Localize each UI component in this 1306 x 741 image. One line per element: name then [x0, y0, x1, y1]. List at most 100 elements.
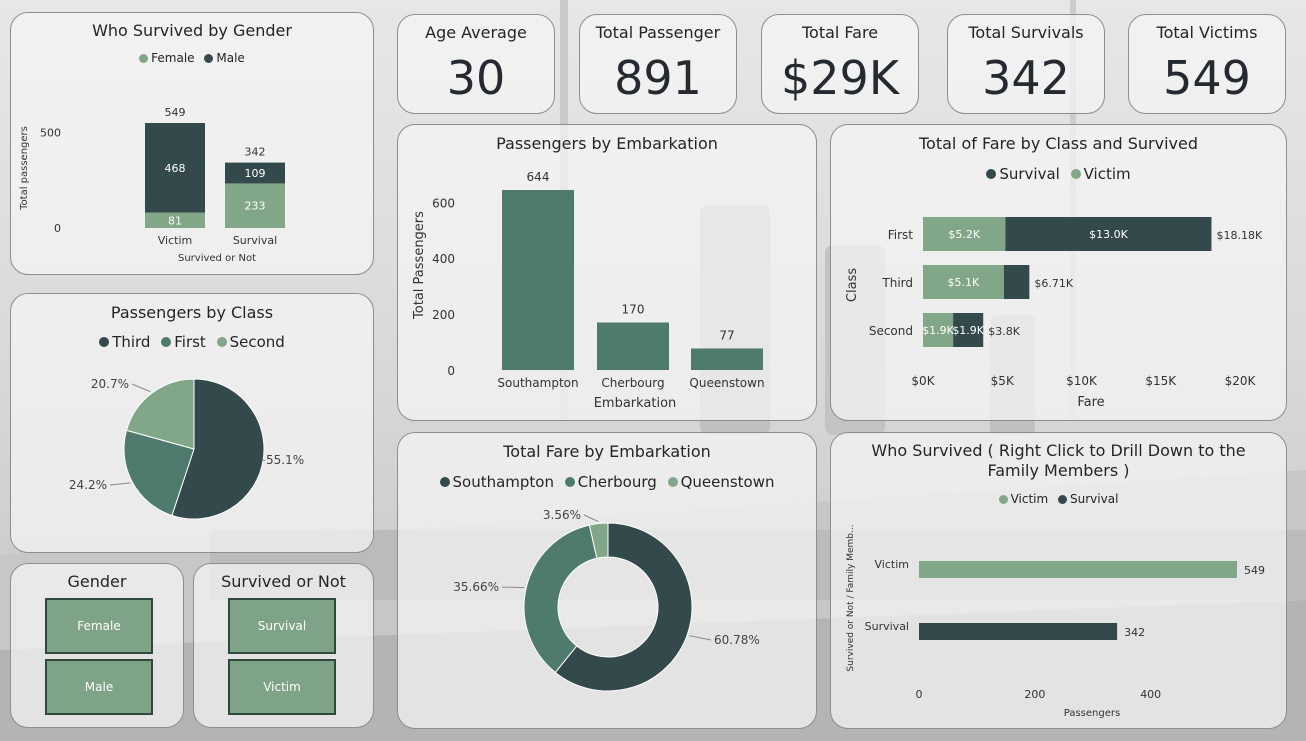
kpi-value: $29K	[781, 51, 899, 105]
class-pie-chart: 55.1% 24.2% 20.7%	[69, 377, 304, 520]
chart-title: Who Survived ( Right Click to Drill Down…	[871, 441, 1246, 480]
total-label: $18.18K	[1216, 229, 1262, 242]
slice-label: 3.56%	[543, 508, 581, 522]
total-label: $3.8K	[988, 325, 1020, 338]
chart-title: Who Survived by Gender	[92, 21, 292, 40]
legend-survival-dot	[986, 169, 997, 179]
fare-embark-donut-chart: 60.78% 35.66% 3.56%	[453, 508, 760, 692]
x-tick-label: 200	[1024, 688, 1045, 701]
survived-slicer: Survived or Not Survival Victim	[193, 563, 374, 728]
total-label: $6.71K	[1034, 277, 1073, 290]
x-tick-label: Victim	[158, 234, 192, 247]
legend-label: Queenstown	[680, 473, 775, 491]
bar-segment-survival	[1005, 217, 1212, 251]
chart-title: Passengers by Class	[110, 303, 274, 322]
x-tick-label: Cherbourg	[601, 376, 664, 390]
chart-legend: Victim Survival	[831, 492, 1286, 507]
bar-segment-female	[145, 212, 205, 228]
slicer-survival-button[interactable]: Survival	[228, 598, 336, 654]
data-label: $5.1K	[948, 276, 980, 289]
legend-female-dot	[139, 53, 149, 63]
bar-segment-survival	[1003, 265, 1030, 299]
y-axis-label: Class	[845, 268, 860, 302]
bar	[502, 190, 574, 370]
total-label: 342	[245, 146, 266, 159]
data-label: 342	[1124, 626, 1145, 639]
kpi-total-passenger: Total Passenger 891	[579, 14, 737, 114]
kpi-label: Age Average	[425, 23, 527, 42]
legend-victim-dot	[1070, 169, 1081, 179]
legend-queenstown-dot	[667, 477, 678, 487]
fare-class-chart-card[interactable]: Total of Fare by Class and Survived Surv…	[830, 124, 1287, 421]
data-label: 109	[245, 167, 266, 180]
kpi-age-average: Age Average 30	[397, 14, 555, 114]
embark-bar-chart: Total Passengers 0 200 400 600 644 Southampton…	[412, 170, 765, 411]
x-tick-label: 400	[1140, 688, 1161, 701]
fare-class-bar-chart: Class $5.2K $13.0K $18.18K First $5.1K $6.71K T…	[845, 217, 1263, 410]
chart-legend: Southampton Cherbourg Queenstown	[398, 473, 816, 491]
slice-label: 24.2%	[69, 478, 107, 492]
family-chart-card[interactable]: Who Survived ( Right Click to Drill Down…	[830, 432, 1287, 729]
donut-slice-southampton	[554, 522, 693, 692]
bar	[597, 322, 669, 370]
legend-label: Male	[216, 51, 245, 65]
x-axis-label: Passengers	[1064, 708, 1120, 719]
x-tick-label: $15K	[1145, 374, 1177, 388]
y-tick-label: Third	[881, 276, 913, 290]
x-tick-label: Southampton	[497, 376, 578, 390]
legend-survival-dot	[1058, 494, 1068, 504]
chart-title: Total of Fare by Class and Survived	[919, 134, 1198, 153]
chart-legend: Third First Second	[11, 333, 373, 351]
kpi-label: Total Victims	[1156, 23, 1258, 42]
y-tick-label: First	[888, 228, 914, 242]
legend-label: Survival	[999, 165, 1060, 183]
data-label: 549	[1244, 564, 1265, 577]
legend-label: Third	[112, 333, 151, 351]
gender-bar-chart: Total passengers 0 500 81 468 549 Victim 233 109…	[19, 106, 285, 264]
y-tick-label: 200	[432, 308, 455, 322]
pie-slice-second	[125, 378, 195, 450]
chart-legend: Female Male	[11, 51, 373, 66]
y-tick-label: Victim	[875, 558, 909, 571]
data-label: $1.9K	[952, 324, 984, 337]
data-label: $1.9K	[922, 324, 954, 337]
y-tick-label: Survival	[865, 620, 909, 633]
slicer-male-button[interactable]: Male	[45, 659, 153, 715]
slice-label: 60.78%	[714, 633, 760, 647]
embark-chart-card[interactable]: Passengers by Embarkation Total Passenge…	[397, 124, 817, 421]
x-tick-label: $5K	[991, 374, 1015, 388]
kpi-total-survivals: Total Survivals 342	[947, 14, 1105, 114]
y-tick-label: 0	[447, 364, 455, 378]
slicer-female-button[interactable]: Female	[45, 598, 153, 654]
legend-male-dot	[204, 53, 214, 63]
y-tick-label: 0	[54, 222, 61, 235]
bar	[919, 561, 1237, 578]
data-label: 81	[168, 214, 182, 227]
data-label: 77	[719, 328, 734, 342]
kpi-value: 549	[1163, 51, 1251, 105]
x-axis-label: Fare	[1077, 395, 1104, 410]
class-chart-card[interactable]: Passengers by Class Third First Second 5…	[10, 293, 374, 553]
y-axis-label: Total Passengers	[412, 211, 427, 320]
slicer-victim-button[interactable]: Victim	[228, 659, 336, 715]
x-tick-label: 0	[916, 688, 923, 701]
x-tick-label: Survival	[233, 234, 277, 247]
legend-first-dot	[161, 337, 172, 347]
data-label: 468	[165, 162, 186, 175]
slice-label: 55.1%	[266, 453, 304, 467]
bar-segment-victim	[923, 265, 1004, 299]
kpi-value: 342	[982, 51, 1070, 105]
leader-line	[689, 635, 712, 641]
gender-chart-card[interactable]: Who Survived by Gender Female Male Total…	[10, 12, 374, 275]
y-tick-label: Second	[869, 324, 913, 338]
data-label: 170	[622, 302, 645, 316]
slice-label: 35.66%	[453, 580, 499, 594]
fare-embark-chart-card[interactable]: Total Fare by Embarkation Southampton Ch…	[397, 432, 817, 729]
x-axis-label: Embarkation	[594, 396, 677, 411]
total-label: 549	[165, 106, 186, 119]
y-tick-label: 400	[432, 252, 455, 266]
kpi-value: 891	[614, 51, 702, 105]
y-tick-label: 500	[40, 126, 61, 139]
slice-label: 20.7%	[91, 377, 129, 391]
bar-segment-male	[225, 162, 285, 184]
